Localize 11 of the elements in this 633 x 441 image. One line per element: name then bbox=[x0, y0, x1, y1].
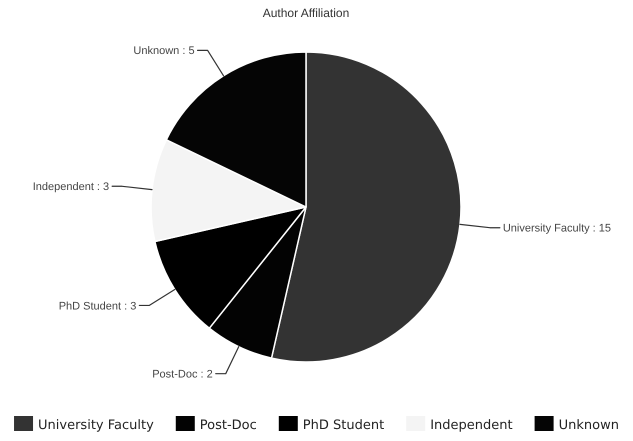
chart-title: Author Affiliation bbox=[262, 6, 350, 20]
legend-label: PhD Student bbox=[302, 418, 384, 433]
data-label: University Faculty : 15 bbox=[502, 222, 612, 235]
legend-label: Unknown bbox=[558, 418, 619, 433]
legend-label: Post-Doc bbox=[200, 418, 257, 433]
data-label: Post-Doc : 2 bbox=[152, 368, 213, 381]
legend-label: Independent bbox=[430, 418, 513, 433]
data-label: Independent : 3 bbox=[32, 181, 110, 194]
legend-label: University Faculty bbox=[38, 418, 154, 433]
data-label: Unknown : 5 bbox=[133, 45, 195, 58]
data-label: PhD Student : 3 bbox=[58, 300, 136, 312]
